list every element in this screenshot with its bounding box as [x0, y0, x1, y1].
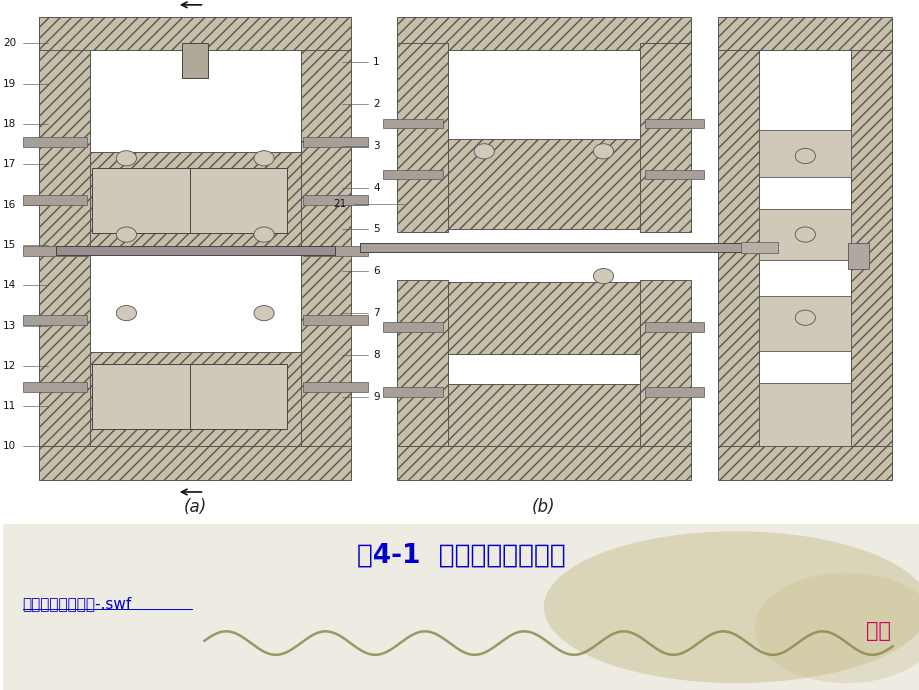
Bar [23, 195, 87, 205]
Text: 12: 12 [3, 361, 17, 371]
Text: (b): (b) [531, 498, 555, 516]
Bar [303, 315, 368, 325]
Text: 19: 19 [3, 79, 17, 89]
Text: 10: 10 [3, 442, 17, 451]
Bar [3, 524, 919, 690]
Circle shape [794, 227, 814, 242]
Bar [397, 17, 690, 50]
Bar [93, 364, 189, 429]
Text: 返回: 返回 [866, 622, 891, 641]
Text: 20: 20 [3, 39, 17, 48]
Circle shape [794, 148, 814, 164]
Text: 17: 17 [3, 159, 17, 169]
Text: (a): (a) [184, 498, 207, 516]
Bar [447, 384, 640, 446]
Bar [56, 246, 335, 255]
Bar [397, 43, 447, 233]
Bar [644, 322, 704, 332]
Text: 15: 15 [3, 240, 17, 250]
Bar [397, 280, 447, 446]
Bar [758, 130, 850, 177]
Text: 14: 14 [3, 280, 17, 290]
Ellipse shape [543, 531, 919, 683]
Bar [850, 50, 891, 446]
Bar [23, 137, 87, 147]
Bar [93, 168, 189, 233]
Text: 4: 4 [373, 183, 380, 193]
Bar [303, 195, 368, 205]
Text: 11: 11 [3, 401, 17, 411]
Bar [189, 168, 287, 233]
Text: 7: 7 [373, 308, 380, 318]
Bar [303, 382, 368, 392]
Bar [303, 137, 368, 147]
Text: 注塑成型分解动画-.swf: 注塑成型分解动画-.swf [23, 596, 131, 611]
Bar [640, 280, 690, 446]
Bar [847, 243, 868, 269]
Circle shape [254, 306, 274, 321]
Bar [644, 387, 704, 397]
Bar [758, 209, 850, 260]
Circle shape [116, 306, 136, 321]
Circle shape [473, 144, 494, 159]
Bar [23, 315, 87, 325]
Text: 21: 21 [333, 199, 346, 210]
Bar [40, 17, 351, 50]
Bar [360, 243, 758, 253]
Bar [40, 446, 351, 480]
Bar [718, 17, 891, 50]
Bar [758, 296, 850, 351]
Bar [40, 50, 90, 446]
Text: 8: 8 [373, 350, 380, 360]
Text: 9: 9 [373, 392, 380, 402]
Bar [383, 387, 442, 397]
Bar [644, 170, 704, 179]
Circle shape [794, 310, 814, 326]
Bar [303, 246, 368, 255]
Text: 1: 1 [373, 57, 380, 67]
Bar [90, 352, 301, 446]
Text: 13: 13 [3, 321, 17, 331]
Bar [182, 43, 208, 78]
Bar [718, 50, 758, 446]
Bar [189, 364, 287, 429]
Bar [397, 446, 690, 480]
Text: 5: 5 [373, 224, 380, 235]
Circle shape [593, 268, 613, 284]
Bar [383, 322, 442, 332]
Text: 3: 3 [373, 141, 380, 150]
Ellipse shape [754, 573, 919, 683]
Text: 18: 18 [3, 119, 17, 129]
Bar [383, 119, 442, 128]
Text: 6: 6 [373, 266, 380, 276]
Bar [447, 282, 640, 354]
Circle shape [116, 227, 136, 242]
Bar [758, 383, 850, 446]
Circle shape [593, 144, 613, 159]
Bar [301, 50, 351, 446]
Bar [90, 152, 301, 247]
Circle shape [116, 150, 136, 166]
Circle shape [254, 227, 274, 242]
Bar [644, 119, 704, 128]
Text: 16: 16 [3, 199, 17, 210]
Bar [447, 139, 640, 229]
Bar [741, 242, 777, 253]
Bar [383, 170, 442, 179]
Bar [23, 382, 87, 392]
Bar [23, 246, 87, 255]
Text: 图4-1  注塑模的典型结构: 图4-1 注塑模的典型结构 [357, 542, 565, 569]
Bar [640, 43, 690, 233]
Bar [718, 446, 891, 480]
Circle shape [254, 150, 274, 166]
Text: 2: 2 [373, 99, 380, 109]
